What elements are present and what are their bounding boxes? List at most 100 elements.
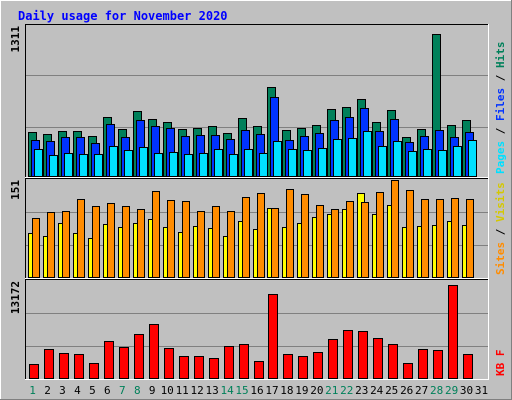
bar-sites-day-2 xyxy=(47,212,55,278)
bar-pages-day-22 xyxy=(348,138,357,177)
bar-sites-day-17 xyxy=(271,208,279,278)
bar-sites-day-28 xyxy=(436,199,444,278)
bar-kb-f-day-14 xyxy=(224,346,234,379)
bar-pages-day-25 xyxy=(393,141,402,177)
bar-sites-day-22 xyxy=(346,201,354,278)
bar-sites-day-15 xyxy=(242,197,250,278)
legend-entry-files: Files xyxy=(494,88,507,121)
bar-sites-day-14 xyxy=(227,211,235,278)
bar-sites-day-11 xyxy=(182,201,190,278)
bar-sites-day-24 xyxy=(376,192,384,278)
bar-kb-f-day-24 xyxy=(373,338,383,379)
bar-sites-day-27 xyxy=(421,199,429,278)
x-tick-label-day-31: 31 xyxy=(475,384,488,397)
legend-separator: / xyxy=(494,222,507,242)
legend-entry-sites: Sites xyxy=(494,242,507,275)
bar-pages-day-13 xyxy=(214,149,223,177)
x-tick-label-day-9: 9 xyxy=(149,384,156,397)
x-tick-label-day-5: 5 xyxy=(89,384,96,397)
bar-kb-f-day-13 xyxy=(209,358,219,379)
bar-sites-day-8 xyxy=(137,209,145,278)
bar-pages-day-28 xyxy=(438,150,447,177)
bar-sites-day-4 xyxy=(77,199,85,278)
bar-pages-day-18 xyxy=(288,149,297,177)
bar-kb-f-day-3 xyxy=(59,353,69,379)
x-tick-label-day-7: 7 xyxy=(119,384,126,397)
bar-kb-f-day-2 xyxy=(44,349,54,379)
x-tick-label-day-24: 24 xyxy=(370,384,384,397)
y-axis-max-label: 151 xyxy=(9,180,22,200)
chart-title: Daily usage for November 2020 xyxy=(18,9,228,23)
x-tick-label-day-23: 23 xyxy=(355,384,368,397)
bar-pages-day-30 xyxy=(468,140,477,177)
bar-kb-f-day-23 xyxy=(358,331,368,379)
x-tick-label-day-19: 19 xyxy=(295,384,308,397)
bar-sites-day-16 xyxy=(257,193,265,278)
bar-sites-day-6 xyxy=(107,203,115,278)
x-tick-label-day-2: 2 xyxy=(44,384,51,397)
x-tick-label-day-21: 21 xyxy=(325,384,338,397)
bar-sites-day-26 xyxy=(406,190,414,278)
panel-top: 1311 Pages / Files / Hits xyxy=(9,24,507,178)
bar-pages-day-2 xyxy=(49,155,58,177)
bar-sites-day-1 xyxy=(32,218,40,278)
bar-pages-day-20 xyxy=(318,148,327,177)
bar-sites-day-12 xyxy=(197,211,205,278)
bar-pages-day-8 xyxy=(139,147,148,177)
bar-sites-day-21 xyxy=(331,209,339,278)
x-tick-label-day-20: 20 xyxy=(310,384,323,397)
bar-sites-day-5 xyxy=(92,206,100,278)
bar-kb-f-day-17 xyxy=(268,294,278,379)
legend-separator: / xyxy=(494,68,507,88)
x-tick-label-day-4: 4 xyxy=(74,384,81,397)
bar-sites-day-13 xyxy=(212,206,220,278)
bar-pages-day-12 xyxy=(199,153,208,177)
bar-sites-day-18 xyxy=(286,189,294,278)
x-tick-label-day-26: 26 xyxy=(400,384,413,397)
bar-pages-day-21 xyxy=(333,139,342,177)
bar-pages-day-16 xyxy=(259,153,268,177)
bar-kb-f-day-12 xyxy=(194,356,204,379)
panel-middle: 151 Sites / Visits xyxy=(9,178,507,279)
bar-kb-f-day-28 xyxy=(433,350,443,379)
legend: KB F xyxy=(494,350,507,377)
chart-panels: 1311 Pages / Files / Hits 151 Sites / Visit… xyxy=(9,24,507,380)
bar-pages-day-24 xyxy=(378,146,387,177)
bar-kb-f-day-19 xyxy=(298,356,308,379)
legend-entry-visits: Visits xyxy=(494,182,507,222)
y-axis-max-label: 1311 xyxy=(9,26,22,53)
bar-kb-f-day-11 xyxy=(179,356,189,379)
legend-entry-hits: Hits xyxy=(494,42,507,69)
bar-sites-day-20 xyxy=(316,205,324,278)
bar-pages-day-9 xyxy=(154,153,163,177)
bar-pages-day-1 xyxy=(34,149,43,177)
x-tick-label-day-8: 8 xyxy=(134,384,141,397)
x-tick-label-day-17: 17 xyxy=(265,384,278,397)
panel-bottom: 13172 KB F xyxy=(9,279,507,380)
x-tick-label-day-27: 27 xyxy=(415,384,428,397)
bar-kb-f-day-7 xyxy=(119,347,129,379)
day-labels: 1 2 3 4 5 6 7 8 9 10 11 12 13 14 15 16 17 18 19 20 21 22 23 24 2… xyxy=(29,384,488,397)
legend-separator: / xyxy=(494,121,507,141)
x-tick-label-day-28: 28 xyxy=(430,384,443,397)
bar-kb-f-day-29 xyxy=(448,285,458,379)
x-tick-label-day-14: 14 xyxy=(220,384,234,397)
bar-kb-f-day-6 xyxy=(104,341,114,379)
bar-kb-f-day-4 xyxy=(74,354,84,379)
x-tick-label-day-13: 13 xyxy=(205,384,218,397)
x-tick-label-day-15: 15 xyxy=(235,384,248,397)
x-tick-label-day-10: 10 xyxy=(161,384,174,397)
bar-kb-f-day-9 xyxy=(149,324,159,379)
x-tick-label-day-25: 25 xyxy=(385,384,398,397)
bar-pages-day-19 xyxy=(303,150,312,177)
bar-pages-day-6 xyxy=(109,146,118,177)
bar-kb-f-day-18 xyxy=(283,354,293,379)
x-tick-label-day-30: 30 xyxy=(460,384,473,397)
bar-kb-f-day-8 xyxy=(134,334,144,379)
bar-kb-f-day-10 xyxy=(164,348,174,379)
bar-kb-f-day-16 xyxy=(254,361,264,379)
x-tick-label-day-11: 11 xyxy=(176,384,189,397)
bar-pages-day-11 xyxy=(184,154,193,177)
